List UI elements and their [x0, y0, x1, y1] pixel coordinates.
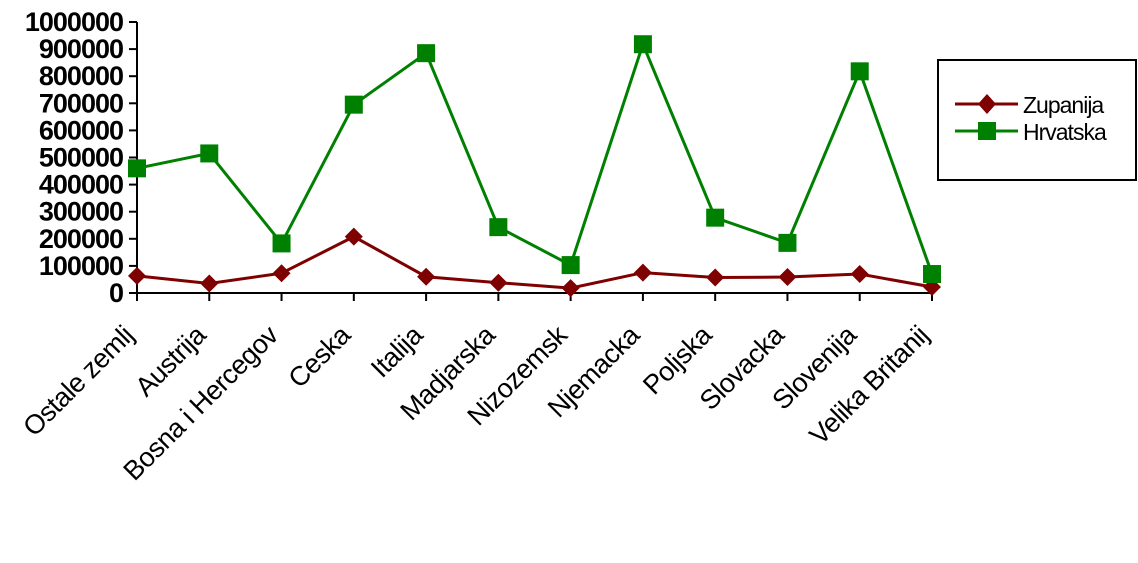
axes — [129, 21, 933, 301]
x-tick-label: Ceska — [282, 319, 357, 394]
x-tick-label: Ostale zemlj — [17, 320, 139, 442]
legend-label-hrvatska: Hrvatska — [1023, 119, 1107, 145]
point-hrvatska — [850, 62, 869, 81]
point-zupanija — [633, 263, 652, 282]
point-zupanija — [489, 273, 508, 292]
y-tick-label: 0 — [109, 278, 123, 308]
point-zupanija — [706, 268, 725, 287]
series-group — [128, 35, 941, 298]
point-hrvatska — [633, 35, 652, 54]
legend-label-zupanija: Zupanija — [1023, 92, 1104, 118]
point-hrvatska — [923, 265, 941, 284]
point-hrvatska — [706, 208, 725, 227]
y-tick-label: 1000000 — [25, 7, 123, 37]
point-zupanija — [417, 267, 436, 286]
series-line-zupanija — [136, 234, 933, 290]
y-tick-label: 900000 — [39, 34, 123, 64]
point-zupanija — [344, 227, 363, 246]
y-tick-label: 700000 — [39, 88, 123, 118]
point-zupanija — [778, 268, 797, 287]
point-zupanija — [200, 274, 219, 293]
x-tick-label: Italija — [365, 319, 429, 383]
legend-marker-hrvatska — [978, 122, 996, 140]
point-hrvatska — [344, 95, 363, 114]
y-tick-label: 100000 — [39, 251, 123, 281]
legend: Zupanija Hrvatska — [937, 59, 1137, 181]
point-zupanija — [561, 279, 580, 298]
legend-marker-zupanija — [978, 94, 996, 114]
point-hrvatska — [128, 159, 146, 178]
y-tick-label: 800000 — [39, 61, 123, 91]
y-tick-label: 200000 — [39, 224, 123, 254]
y-tick-labels: 0100000200000300000400000500000600000700… — [25, 7, 124, 308]
point-hrvatska — [200, 144, 219, 163]
y-tick-label: 600000 — [39, 115, 123, 145]
point-hrvatska — [489, 218, 508, 237]
point-hrvatska — [778, 233, 797, 252]
series-line-hrvatska — [136, 39, 934, 275]
y-tick-label: 500000 — [39, 143, 123, 173]
point-hrvatska — [272, 234, 291, 253]
legend-box — [937, 59, 1137, 181]
y-tick-label: 400000 — [39, 170, 123, 200]
point-zupanija — [850, 265, 869, 284]
point-hrvatska — [417, 44, 436, 63]
y-tick-label: 300000 — [39, 197, 123, 227]
point-zupanija — [128, 266, 146, 285]
point-zupanija — [272, 264, 291, 283]
point-hrvatska — [561, 256, 580, 275]
